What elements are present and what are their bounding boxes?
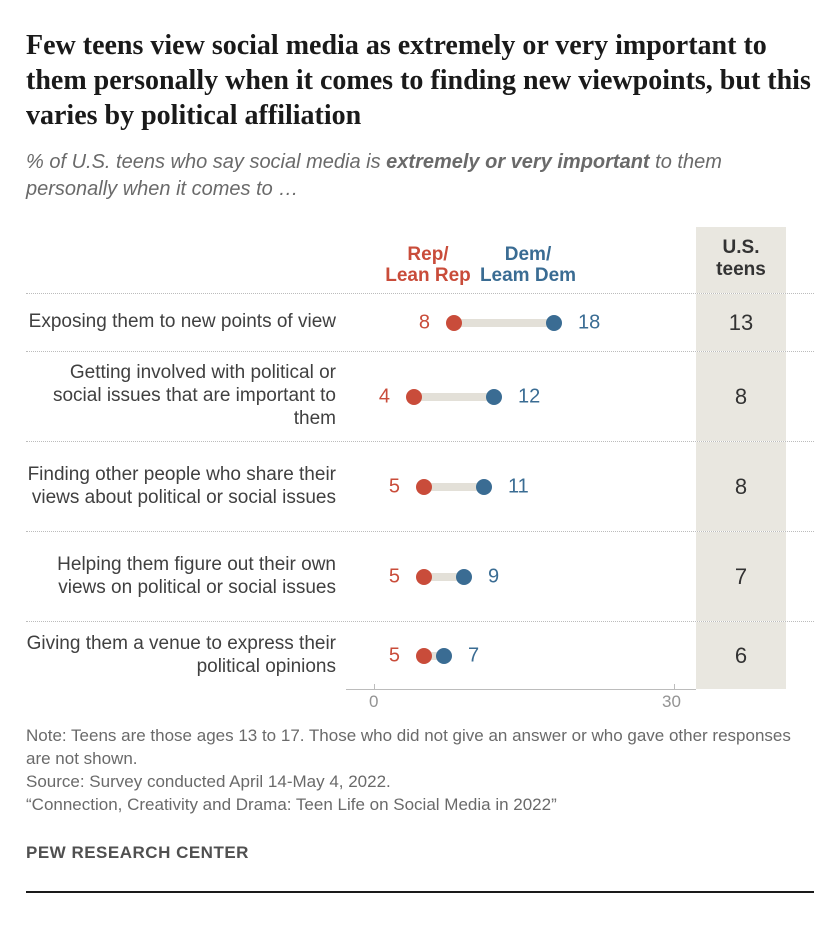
data-row: Helping them figure out their own views … xyxy=(26,531,814,621)
subtitle-pre: % of U.S. teens who say social media is xyxy=(26,151,386,173)
data-row: Getting involved with political or socia… xyxy=(26,351,814,441)
rep-value: 5 xyxy=(380,475,400,498)
data-row: Finding other people who share their vie… xyxy=(26,441,814,531)
row-label: Getting involved with political or socia… xyxy=(26,362,346,430)
data-row: Exposing them to new points of view 8 18 13 xyxy=(26,293,814,351)
row-total: 13 xyxy=(696,294,786,351)
row-total: 7 xyxy=(696,532,786,621)
row-label: Helping them figure out their own views … xyxy=(26,554,346,600)
connector-track xyxy=(424,483,484,491)
attribution: PEW RESEARCH CENTER xyxy=(26,843,814,879)
rep-dot xyxy=(406,389,422,405)
row-label: Giving them a venue to express their pol… xyxy=(26,633,346,679)
data-row: Giving them a venue to express their pol… xyxy=(26,621,814,689)
axis-tick xyxy=(374,684,375,690)
dem-value: 11 xyxy=(508,475,529,498)
rep-value: 5 xyxy=(380,565,400,588)
dem-dot xyxy=(476,479,492,495)
legend-dem: Dem/Leam Dem xyxy=(468,245,588,287)
chart-title: Few teens view social media as extremely… xyxy=(26,28,814,133)
report-line: “Connection, Creativity and Drama: Teen … xyxy=(26,794,814,817)
connector-track xyxy=(454,319,554,327)
axis-label: 0 xyxy=(369,692,378,712)
dem-value: 12 xyxy=(518,385,540,408)
axis-tick xyxy=(674,684,675,690)
x-axis: 0 30 xyxy=(26,689,814,719)
row-label: Exposing them to new points of view xyxy=(26,311,346,334)
rep-value: 4 xyxy=(370,385,390,408)
rep-dot xyxy=(416,648,432,664)
row-total: 8 xyxy=(696,352,786,441)
dem-dot xyxy=(456,569,472,585)
legend-rep: Rep/Lean Rep xyxy=(378,245,478,287)
dem-dot xyxy=(486,389,502,405)
dem-dot xyxy=(546,315,562,331)
rep-dot xyxy=(446,315,462,331)
dem-dot xyxy=(436,648,452,664)
dot-plot-chart: Rep/Lean RepDem/Leam Dem U.S.teens Expos… xyxy=(26,225,814,719)
connector-track xyxy=(414,393,494,401)
rep-value: 8 xyxy=(410,311,430,334)
row-total: 6 xyxy=(696,622,786,689)
chart-subtitle: % of U.S. teens who say social media is … xyxy=(26,149,814,203)
rep-value: 5 xyxy=(380,644,400,667)
dem-value: 18 xyxy=(578,311,600,334)
row-label: Finding other people who share their vie… xyxy=(26,464,346,510)
dem-value: 7 xyxy=(468,644,479,667)
rep-dot xyxy=(416,479,432,495)
source-line: Source: Survey conducted April 14-May 4,… xyxy=(26,771,814,794)
legend-row: Rep/Lean RepDem/Leam Dem U.S.teens xyxy=(26,225,814,293)
legend-total: U.S.teens xyxy=(696,227,786,293)
row-total: 8 xyxy=(696,442,786,531)
subtitle-bold: extremely or very important xyxy=(386,151,649,173)
footnote: Note: Teens are those ages 13 to 17. Tho… xyxy=(26,725,814,771)
axis-label: 30 xyxy=(662,692,681,712)
bottom-rule xyxy=(26,891,814,893)
rep-dot xyxy=(416,569,432,585)
dem-value: 9 xyxy=(488,565,499,588)
